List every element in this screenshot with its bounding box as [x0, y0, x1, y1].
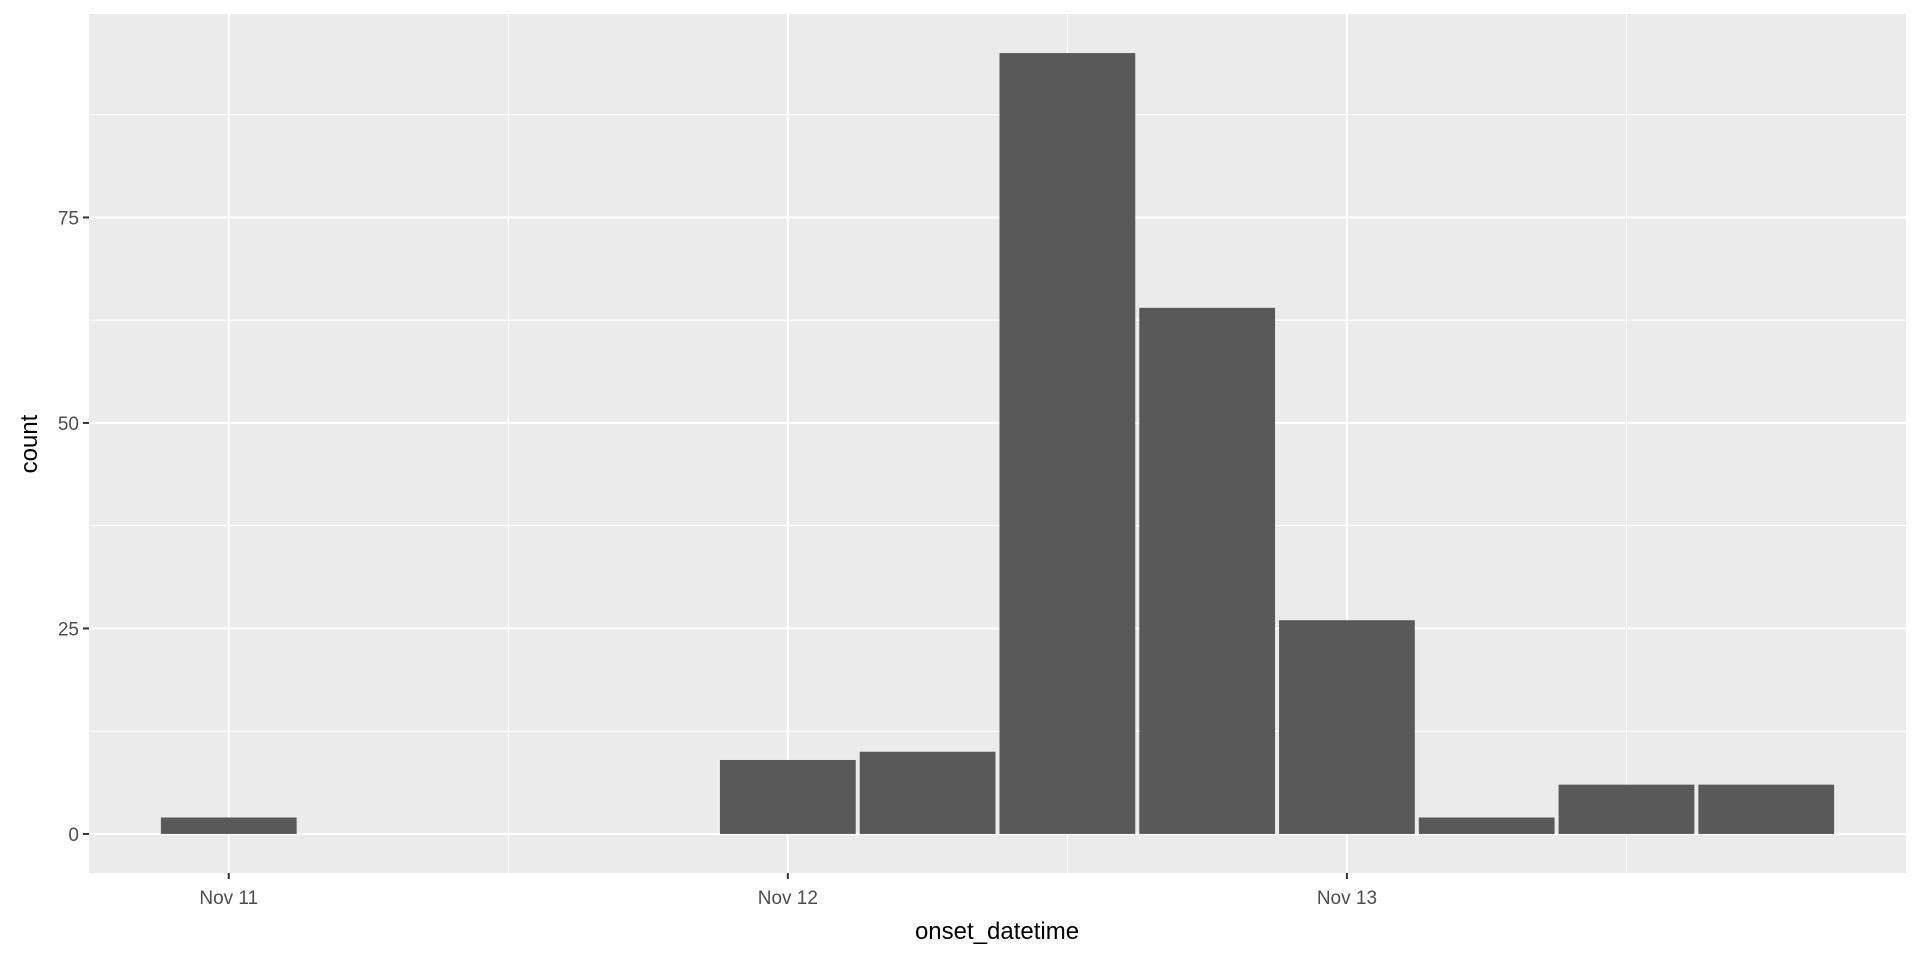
histogram-bar	[160, 817, 297, 834]
x-tick-label: Nov 11	[199, 888, 258, 909]
histogram-bar	[719, 759, 856, 834]
histogram-bar	[1139, 307, 1276, 834]
y-tick-label: 75	[58, 208, 79, 229]
x-axis: Nov 11 Nov 12 Nov 13	[199, 873, 1377, 909]
histogram-bar	[1279, 620, 1415, 834]
histogram-bar	[859, 751, 996, 834]
x-tick-label: Nov 12	[758, 888, 818, 909]
y-axis-title: count	[16, 414, 43, 473]
x-axis-title: onset_datetime	[915, 918, 1079, 945]
panel-background	[89, 14, 1906, 873]
histogram-bar	[1558, 784, 1695, 834]
histogram-bar	[999, 53, 1136, 834]
y-tick-label: 25	[58, 619, 79, 640]
y-tick-label: 50	[58, 414, 79, 435]
histogram-bar	[1418, 817, 1555, 834]
histogram-bar	[1698, 784, 1835, 834]
x-tick-label: Nov 13	[1317, 888, 1377, 909]
bars	[160, 53, 1835, 834]
y-tick-label: 0	[68, 825, 79, 846]
y-axis: 0 25 50 75	[58, 208, 89, 846]
